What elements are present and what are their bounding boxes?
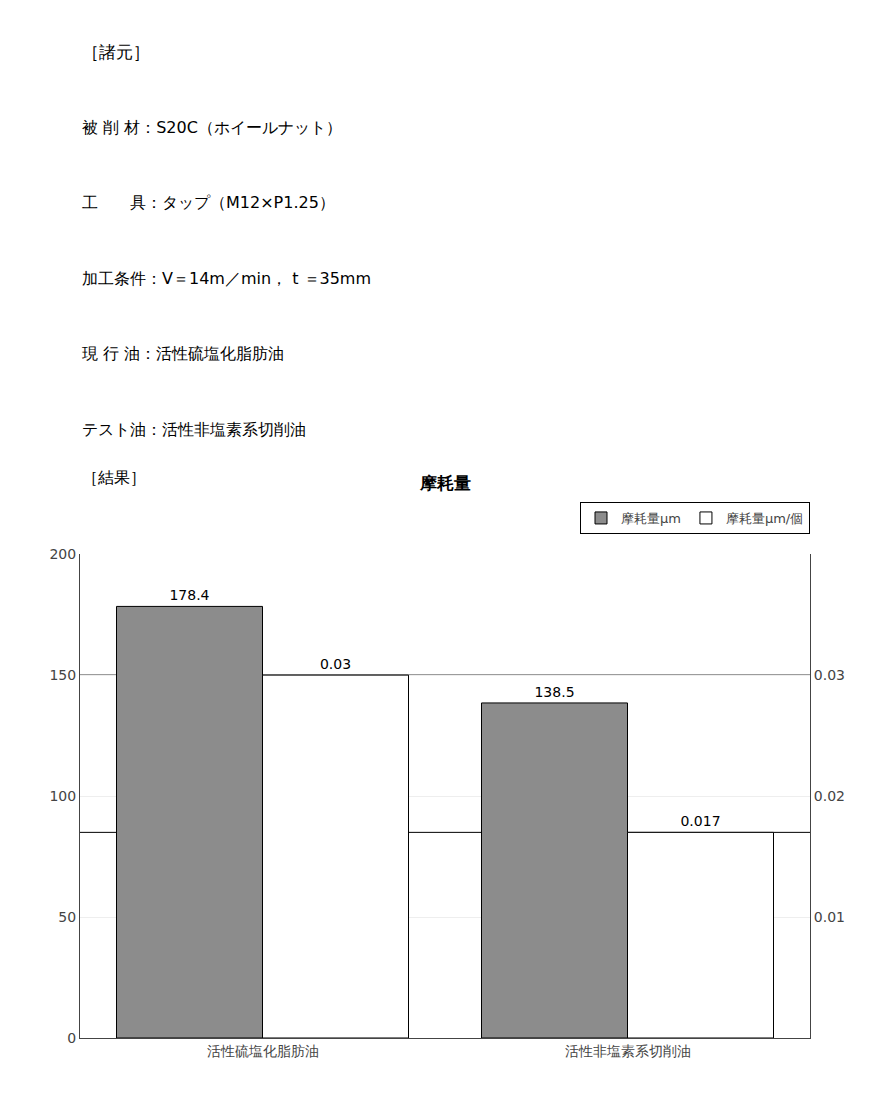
svg-text:加工条件：V＝14m／min， t ＝35mm: 加工条件：V＝14m／min， t ＝35mm (82, 269, 371, 288)
svg-text:50: 50 (58, 909, 76, 925)
svg-text:活性非塩素系切削油: 活性非塩素系切削油 (565, 1043, 691, 1059)
svg-text:摩耗量: 摩耗量 (419, 473, 471, 493)
svg-text:0.03: 0.03 (320, 656, 351, 672)
svg-text:［結果］: ［結果］ (82, 468, 146, 487)
svg-text:178.4: 178.4 (169, 587, 209, 603)
svg-text:［諸元］: ［諸元］ (82, 42, 150, 62)
svg-text:摩耗量μm/個: 摩耗量μm/個 (726, 511, 803, 526)
svg-text:0.01: 0.01 (814, 909, 845, 925)
svg-text:138.5: 138.5 (534, 684, 574, 700)
svg-text:200: 200 (49, 546, 76, 562)
svg-text:被 削 材：S20C（ホイールナット）: 被 削 材：S20C（ホイールナット） (82, 118, 342, 137)
svg-text:0: 0 (67, 1030, 76, 1046)
svg-text:150: 150 (49, 667, 76, 683)
svg-text:0.03: 0.03 (814, 667, 845, 683)
svg-text:テスト油：活性非塩素系切削油: テスト油：活性非塩素系切削油 (82, 420, 306, 439)
svg-text:工 具：タップ（M12×P1.25）: 工 具：タップ（M12×P1.25） (82, 193, 335, 212)
svg-text:摩耗量μm: 摩耗量μm (621, 511, 681, 526)
svg-text:現 行 油：活性硫塩化脂肪油: 現 行 油：活性硫塩化脂肪油 (82, 344, 284, 363)
svg-text:0.02: 0.02 (814, 788, 845, 804)
svg-text:0.017: 0.017 (680, 813, 720, 829)
svg-text:活性硫塩化脂肪油: 活性硫塩化脂肪油 (207, 1043, 319, 1059)
svg-text:100: 100 (49, 788, 76, 804)
